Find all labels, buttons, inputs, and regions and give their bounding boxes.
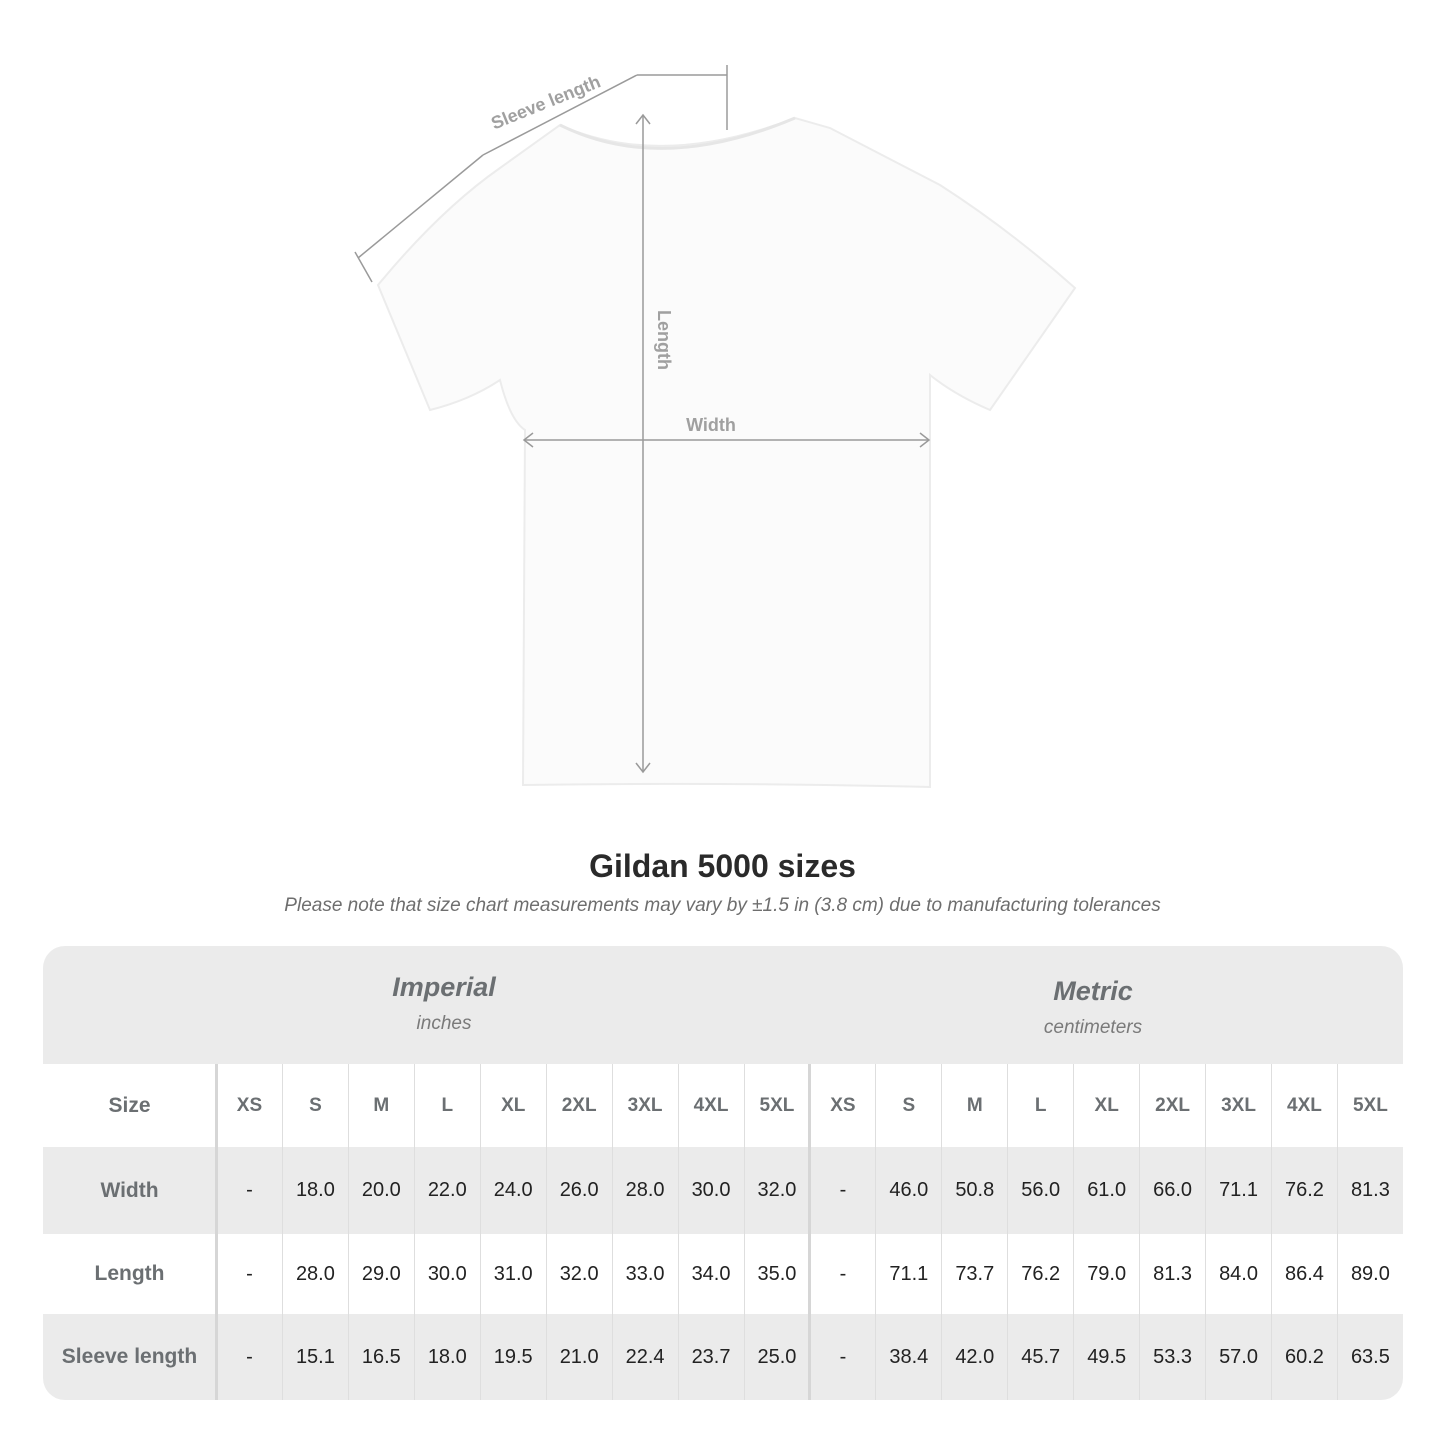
table-cell: 33.0	[611, 1234, 678, 1314]
size-header-cell: XS	[216, 1064, 282, 1147]
table-row: Sleeve length -15.1 16.5 18.0 19.5 21.0 22.4 23…	[43, 1314, 1403, 1400]
table-cell: 60.2	[1271, 1314, 1337, 1400]
size-header-cell: XS	[809, 1064, 875, 1147]
metric-header: Metric centimeters	[893, 976, 1293, 1039]
table-cell: 26.0	[545, 1147, 612, 1234]
size-header-cell: 2XL	[545, 1064, 612, 1147]
table-cell: 28.0	[281, 1234, 348, 1314]
units-header: Imperial inches Metric centimeters	[43, 946, 1403, 1064]
table-cell: 35.0	[743, 1234, 810, 1314]
size-header-cell: 3XL	[611, 1064, 678, 1147]
size-header-cell: 3XL	[1205, 1064, 1271, 1147]
size-header-cell: L	[413, 1064, 480, 1147]
table-cell: 50.8	[941, 1147, 1007, 1234]
table-cell: 49.5	[1073, 1314, 1139, 1400]
label-divider	[215, 1064, 218, 1400]
row-label: Sleeve length	[61, 1345, 198, 1368]
sleeve-length-label: Sleeve length	[488, 71, 603, 133]
table-cell: 76.2	[1007, 1234, 1073, 1314]
table-cell: -	[809, 1314, 875, 1400]
table-cell: 15.1	[281, 1314, 348, 1400]
size-header-cell: 4XL	[677, 1064, 744, 1147]
table-cell: -	[216, 1234, 282, 1314]
table-row: Length -28.0 29.0 30.0 31.0 32.0 33.0 34.0 35.0-…	[43, 1234, 1403, 1314]
table-cell: -	[809, 1147, 875, 1234]
table-cell: 21.0	[545, 1314, 612, 1400]
table-cell: 20.0	[347, 1147, 414, 1234]
table-cell: -	[216, 1147, 282, 1234]
table-cell: 16.5	[347, 1314, 414, 1400]
table-cell: 73.7	[941, 1234, 1007, 1314]
table-cell: 56.0	[1007, 1147, 1073, 1234]
table-cell: 18.0	[281, 1147, 348, 1234]
page-title: Gildan 5000 sizes	[589, 848, 856, 884]
table-cell: 71.1	[875, 1234, 941, 1314]
table-cell: 63.5	[1336, 1314, 1403, 1400]
table-cell: 31.0	[479, 1234, 546, 1314]
table-cell: 24.0	[479, 1147, 546, 1234]
table-cell: 32.0	[743, 1147, 810, 1234]
table-cell: 79.0	[1073, 1234, 1139, 1314]
size-header-row: Size XS S M L XL 2XL 3XL 4XL 5XL XS S M L XL 2XL 3XL 4XL…	[43, 1064, 1403, 1147]
table-cell: 25.0	[743, 1314, 810, 1400]
metric-unit: centimeters	[1043, 1017, 1143, 1038]
table-cell: 46.0	[875, 1147, 941, 1234]
table-cell: 61.0	[1073, 1147, 1139, 1234]
row-label: Length	[94, 1262, 165, 1285]
table-cell: 42.0	[941, 1314, 1007, 1400]
size-header-cell: 4XL	[1271, 1064, 1337, 1147]
tolerance-note: Please note that size chart measurements…	[284, 895, 1161, 916]
table-cell: 22.0	[413, 1147, 480, 1234]
metric-title: Metric	[1053, 976, 1133, 1006]
size-header-cell: 5XL	[1336, 1064, 1403, 1147]
table-cell: 29.0	[347, 1234, 414, 1314]
imperial-title: Imperial	[392, 972, 496, 1002]
table-cell: 66.0	[1139, 1147, 1205, 1234]
table-cell: 81.3	[1336, 1147, 1403, 1234]
table-cell: 86.4	[1271, 1234, 1337, 1314]
table-cell: 76.2	[1271, 1147, 1337, 1234]
imperial-unit: inches	[416, 1013, 472, 1034]
table-cell: 32.0	[545, 1234, 612, 1314]
width-label: Width	[686, 415, 736, 435]
size-header-cell: 5XL	[743, 1064, 810, 1147]
size-header: Size	[108, 1093, 151, 1117]
tshirt-shape	[376, 116, 1077, 789]
table-cell: 45.7	[1007, 1314, 1073, 1400]
imperial-header: Imperial inches	[244, 972, 644, 1035]
table-cell: 19.5	[479, 1314, 546, 1400]
table-cell: 34.0	[677, 1234, 744, 1314]
measure-lines	[354, 65, 931, 774]
tshirt-diagram: Sleeve length Length Width	[354, 65, 1077, 789]
size-header-cell: XL	[479, 1064, 546, 1147]
table-cell: 89.0	[1336, 1234, 1403, 1314]
unit-divider	[808, 1064, 811, 1400]
table-cell: 71.1	[1205, 1147, 1271, 1234]
size-header-cell: L	[1007, 1064, 1073, 1147]
table-cell: 30.0	[413, 1234, 480, 1314]
table-cell: 23.7	[677, 1314, 744, 1400]
table-cell: 22.4	[611, 1314, 678, 1400]
table-cell: 28.0	[611, 1147, 678, 1234]
table-cell: 84.0	[1205, 1234, 1271, 1314]
table-row: Width -18.0 20.0 22.0 24.0 26.0 28.0 30.0 32.0-4…	[43, 1147, 1403, 1234]
table-cell: 81.3	[1139, 1234, 1205, 1314]
size-header-cell: M	[941, 1064, 1007, 1147]
size-header-cell: M	[347, 1064, 414, 1147]
table-cell: 57.0	[1205, 1314, 1271, 1400]
table-cell: 53.3	[1139, 1314, 1205, 1400]
length-label: Length	[654, 310, 674, 370]
size-table: Imperial inches Metric centimeters Size …	[43, 946, 1403, 1400]
table-cell: -	[216, 1314, 282, 1400]
table-cell: 30.0	[677, 1147, 744, 1234]
size-header-cell: S	[875, 1064, 941, 1147]
table-cell: -	[809, 1234, 875, 1314]
size-header-cell: 2XL	[1139, 1064, 1205, 1147]
table-cell: 38.4	[875, 1314, 941, 1400]
row-label: Width	[100, 1178, 159, 1202]
size-header-cell: XL	[1073, 1064, 1139, 1147]
size-header-cell: S	[281, 1064, 348, 1147]
table-cell: 18.0	[413, 1314, 480, 1400]
